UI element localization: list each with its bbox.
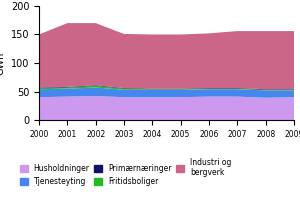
Legend: Husholdninger, Tjenesteyting, Primærnæringer, Fritidsboliger, Industri og
bergve: Husholdninger, Tjenesteyting, Primærnæri… (20, 158, 231, 186)
Y-axis label: GWh: GWh (0, 51, 5, 75)
